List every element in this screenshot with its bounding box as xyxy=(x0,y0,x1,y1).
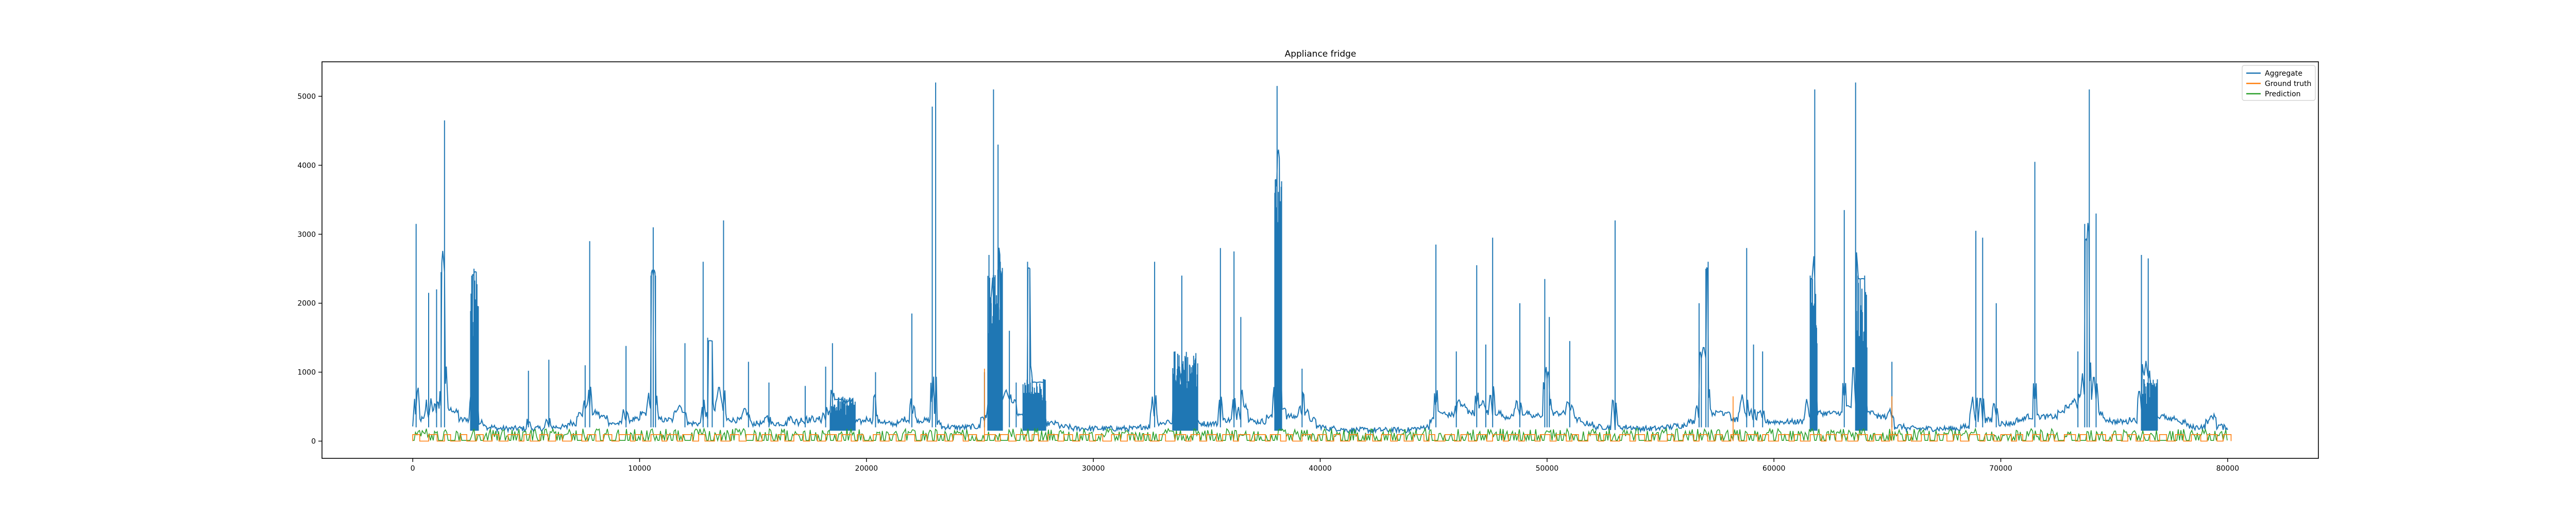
x-axis: 0 10000 20000 30000 40000 50000 60000 70000 8000… xyxy=(411,458,2239,473)
legend-label: Aggregate xyxy=(2265,70,2302,78)
y-tick-label: 2000 xyxy=(297,300,316,308)
x-tick-label: 20000 xyxy=(855,465,878,473)
y-tick-label: 1000 xyxy=(297,369,316,377)
x-tick-label: 70000 xyxy=(1989,465,2012,473)
y-tick-label: 0 xyxy=(311,438,316,446)
legend: Aggregate Ground truth Prediction xyxy=(2242,65,2316,101)
x-tick-label: 50000 xyxy=(1536,465,1559,473)
y-axis: 0 1000 2000 3000 4000 5000 xyxy=(297,93,322,446)
x-tick-label: 80000 xyxy=(2216,465,2240,473)
series-ground-truth-line xyxy=(412,368,2232,442)
x-tick-label: 40000 xyxy=(1309,465,1332,473)
y-tick-label: 3000 xyxy=(297,231,316,239)
series-aggregate-line xyxy=(412,82,2228,435)
legend-box xyxy=(2242,65,2316,101)
x-tick-label: 0 xyxy=(411,465,415,473)
y-tick-label: 5000 xyxy=(297,93,316,101)
chart-title: Appliance fridge xyxy=(1285,49,1357,59)
y-tick-label: 4000 xyxy=(297,162,316,170)
x-tick-label: 60000 xyxy=(1762,465,1786,473)
x-tick-label: 30000 xyxy=(1082,465,1105,473)
series-prediction-line xyxy=(413,427,2228,442)
legend-label: Ground truth xyxy=(2265,80,2311,88)
x-tick-label: 10000 xyxy=(628,465,651,473)
legend-label: Prediction xyxy=(2265,90,2301,98)
plot-area xyxy=(412,82,2232,442)
plot-frame xyxy=(321,61,2319,459)
